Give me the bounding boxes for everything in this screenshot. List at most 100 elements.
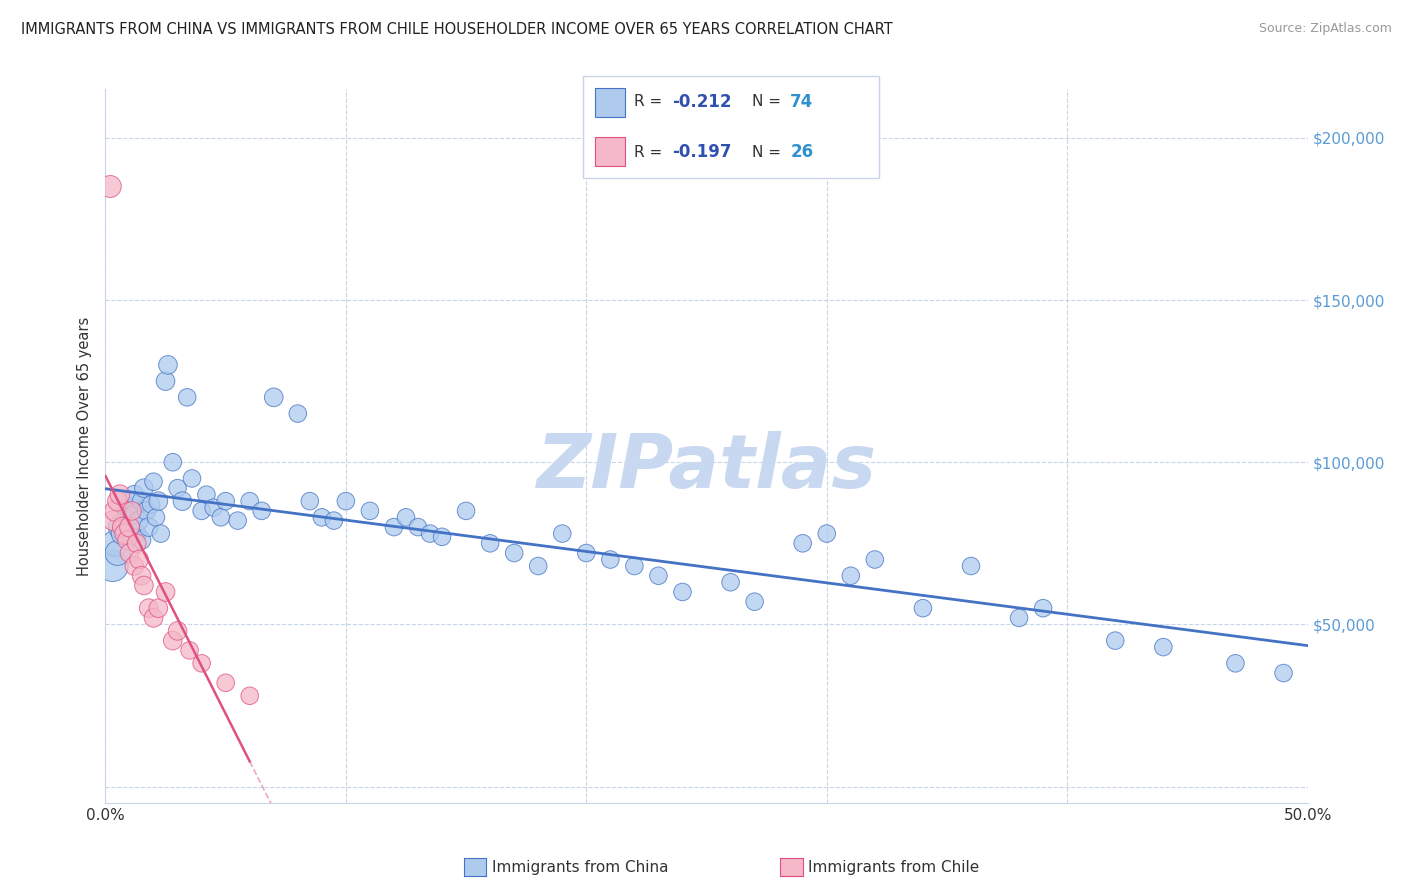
Point — [98, 179, 121, 194]
Point — [406, 520, 429, 534]
Point — [239, 494, 262, 508]
Point — [1225, 657, 1247, 671]
Point — [108, 520, 131, 534]
Text: N =: N = — [752, 95, 786, 110]
FancyBboxPatch shape — [583, 76, 879, 178]
Point — [815, 526, 838, 541]
Point — [527, 559, 550, 574]
Point — [132, 481, 155, 495]
Point — [114, 514, 136, 528]
Text: Immigrants from China: Immigrants from China — [492, 861, 669, 875]
FancyBboxPatch shape — [595, 137, 624, 166]
Point — [125, 536, 148, 550]
Text: 74: 74 — [790, 93, 814, 111]
Point — [623, 559, 645, 574]
Point — [172, 494, 194, 508]
Point — [1152, 640, 1174, 654]
Text: ZIPatlas: ZIPatlas — [537, 431, 876, 504]
Point — [239, 689, 262, 703]
Point — [190, 657, 212, 671]
Point — [720, 575, 742, 590]
Point — [166, 481, 188, 495]
Point — [121, 504, 143, 518]
Point — [148, 601, 170, 615]
Y-axis label: Householder Income Over 65 years: Householder Income Over 65 years — [77, 317, 93, 575]
Point — [503, 546, 526, 560]
Point — [382, 520, 405, 534]
Point — [101, 559, 124, 574]
Point — [118, 520, 141, 534]
FancyBboxPatch shape — [595, 88, 624, 117]
Point — [179, 643, 201, 657]
Point — [131, 568, 153, 582]
Point — [202, 500, 225, 515]
Point — [335, 494, 357, 508]
Point — [111, 526, 134, 541]
Point — [419, 526, 441, 541]
Point — [111, 520, 134, 534]
Point — [960, 559, 983, 574]
Point — [551, 526, 574, 541]
Point — [863, 552, 886, 566]
Point — [155, 374, 177, 388]
Point — [104, 536, 127, 550]
Point — [1008, 611, 1031, 625]
Point — [1104, 633, 1126, 648]
Point — [1272, 666, 1295, 681]
Point — [263, 390, 285, 404]
Point — [115, 533, 138, 547]
Point — [132, 578, 155, 592]
Point — [209, 510, 232, 524]
Point — [128, 514, 150, 528]
Point — [138, 520, 160, 534]
Point — [139, 497, 162, 511]
Point — [131, 494, 153, 508]
Point — [108, 488, 131, 502]
Text: R =: R = — [634, 95, 666, 110]
Point — [107, 494, 129, 508]
Point — [911, 601, 934, 615]
Point — [128, 552, 150, 566]
Point — [156, 358, 179, 372]
Point — [250, 504, 273, 518]
Point — [322, 514, 344, 528]
Point — [430, 530, 453, 544]
Text: R =: R = — [634, 145, 666, 160]
Point — [359, 504, 381, 518]
Point — [107, 546, 129, 560]
Point — [287, 407, 309, 421]
Point — [121, 494, 143, 508]
Text: N =: N = — [752, 145, 786, 160]
Point — [118, 500, 141, 515]
Point — [142, 611, 165, 625]
Point — [214, 494, 236, 508]
Point — [118, 546, 141, 560]
Text: 26: 26 — [790, 144, 813, 161]
Point — [298, 494, 321, 508]
Point — [195, 488, 218, 502]
Point — [124, 507, 146, 521]
Point — [125, 526, 148, 541]
Point — [149, 526, 172, 541]
Point — [181, 471, 204, 485]
Point — [479, 536, 502, 550]
Point — [162, 455, 184, 469]
Text: IMMIGRANTS FROM CHINA VS IMMIGRANTS FROM CHILE HOUSEHOLDER INCOME OVER 65 YEARS : IMMIGRANTS FROM CHINA VS IMMIGRANTS FROM… — [21, 22, 893, 37]
Point — [131, 533, 153, 547]
Point — [214, 675, 236, 690]
Point — [124, 488, 146, 502]
Point — [114, 526, 136, 541]
Text: -0.212: -0.212 — [672, 93, 731, 111]
Point — [155, 585, 177, 599]
Point — [744, 595, 766, 609]
Point — [311, 510, 333, 524]
Point — [226, 514, 249, 528]
Point — [135, 504, 157, 518]
Point — [162, 633, 184, 648]
Point — [395, 510, 418, 524]
Point — [575, 546, 598, 560]
Point — [1032, 601, 1054, 615]
Point — [647, 568, 669, 582]
Point — [176, 390, 198, 404]
Point — [792, 536, 814, 550]
